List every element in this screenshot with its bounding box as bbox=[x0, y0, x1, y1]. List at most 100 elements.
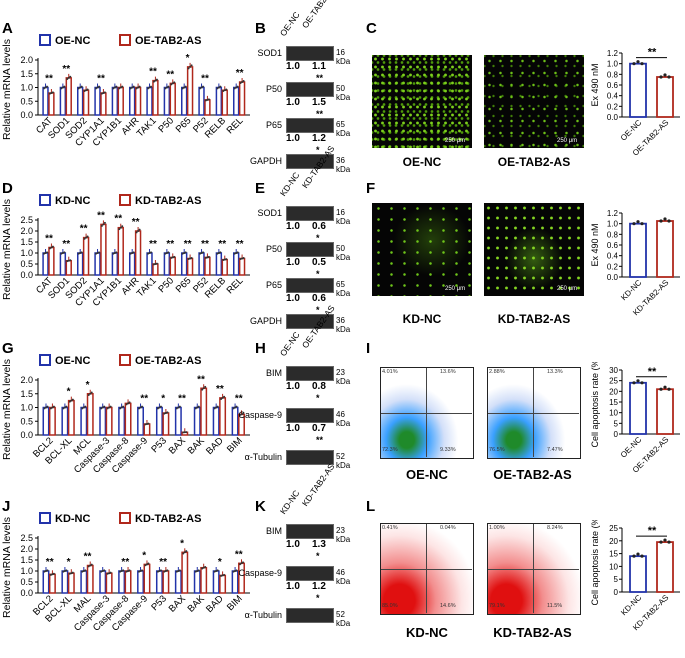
data-point bbox=[102, 223, 105, 226]
data-point bbox=[207, 255, 210, 258]
data-point bbox=[199, 87, 202, 90]
data-point bbox=[636, 60, 640, 64]
scale-bar-label: 250 μm bbox=[445, 138, 466, 144]
ex490-chart-c: Ex 490 nM0.00.20.40.60.81.01.2OE-NCOE-TA… bbox=[590, 47, 680, 158]
data-point bbox=[222, 259, 225, 262]
y-tick-label: 1.0 bbox=[20, 566, 33, 576]
bar bbox=[111, 252, 119, 276]
blot-quant: 1.0 bbox=[286, 97, 300, 108]
blot-protein-label: α-Tubulin bbox=[244, 452, 282, 462]
data-point bbox=[86, 88, 89, 91]
blot-protein-label: SOD1 bbox=[257, 48, 282, 58]
data-point bbox=[103, 405, 106, 408]
data-point bbox=[82, 406, 85, 409]
data-point bbox=[215, 570, 218, 572]
data-point bbox=[66, 77, 69, 80]
data-point bbox=[183, 551, 186, 554]
data-point bbox=[150, 251, 153, 254]
data-point bbox=[69, 75, 72, 78]
y-tick-label: 1.5 bbox=[20, 389, 33, 399]
data-point bbox=[234, 570, 237, 572]
x-tick-label: P53 bbox=[149, 435, 169, 455]
data-point bbox=[43, 407, 46, 410]
bar bbox=[137, 406, 144, 436]
data-point bbox=[46, 405, 49, 408]
data-point bbox=[109, 571, 112, 574]
data-point bbox=[239, 413, 242, 416]
western-blot-b: OE-NC OE-TAB2-AS SOD1 16 kDa 1.0 1.1 ** P50 50 k… bbox=[250, 0, 360, 180]
quadrant-percent: 11.5% bbox=[547, 603, 563, 609]
mrna-chart-d: Relative mRNA levels 0.00.51.01.52.02.5 KD… bbox=[1, 194, 250, 309]
blot-quant: 1.1 bbox=[312, 61, 326, 72]
bar bbox=[162, 412, 170, 436]
legend-swatch bbox=[119, 34, 131, 46]
data-point bbox=[242, 80, 245, 83]
quadrant-percent: 4.01% bbox=[382, 369, 398, 375]
data-point bbox=[69, 259, 72, 262]
data-point bbox=[138, 228, 141, 231]
data-point bbox=[159, 569, 162, 572]
data-point bbox=[98, 85, 101, 88]
data-point bbox=[115, 251, 118, 254]
bar bbox=[124, 402, 132, 436]
data-point bbox=[60, 87, 63, 90]
data-point bbox=[640, 62, 644, 66]
data-point bbox=[167, 251, 170, 254]
bar bbox=[212, 570, 220, 594]
data-point bbox=[135, 87, 138, 90]
data-point bbox=[135, 231, 138, 234]
data-point bbox=[200, 252, 203, 254]
data-point bbox=[659, 387, 663, 391]
bar bbox=[42, 86, 49, 116]
bar bbox=[48, 573, 56, 594]
blot-protein-label: BIM bbox=[265, 526, 282, 536]
bar bbox=[48, 406, 56, 436]
data-point bbox=[101, 406, 104, 409]
bar bbox=[204, 256, 211, 276]
panel-label-f: F bbox=[366, 180, 376, 197]
data-point bbox=[207, 98, 210, 101]
data-point bbox=[61, 252, 64, 254]
quadrant-percent: 9.33% bbox=[440, 447, 456, 453]
y-axis-label: Relative mRNA levels bbox=[1, 39, 13, 140]
data-point bbox=[120, 406, 123, 409]
data-point bbox=[129, 87, 132, 90]
data-point bbox=[233, 87, 236, 90]
data-point bbox=[194, 407, 197, 410]
data-point bbox=[240, 413, 243, 416]
blot-band bbox=[286, 242, 334, 257]
data-point bbox=[199, 252, 202, 255]
significance-marker: ** bbox=[648, 366, 657, 378]
data-point bbox=[90, 391, 93, 394]
y-tick-label: 0 bbox=[614, 588, 619, 597]
data-point bbox=[206, 98, 209, 101]
y-tick-label: 2.0 bbox=[20, 226, 33, 236]
data-point bbox=[82, 570, 85, 572]
flow-caption-kd-tab2-as: KD-TAB2-AS bbox=[493, 625, 572, 640]
data-point bbox=[204, 99, 207, 102]
bar bbox=[61, 406, 69, 436]
data-point bbox=[95, 87, 98, 90]
significance-marker: * bbox=[142, 550, 146, 561]
data-point bbox=[119, 407, 122, 410]
data-point bbox=[67, 259, 70, 262]
data-point bbox=[100, 92, 103, 95]
significance-marker: ** bbox=[159, 557, 167, 568]
data-point bbox=[44, 86, 47, 89]
blot-protein-label: Caspase-9 bbox=[238, 410, 282, 420]
significance-marker: * bbox=[218, 557, 222, 568]
data-point bbox=[197, 569, 200, 572]
y-tick-label: 2.5 bbox=[20, 533, 33, 543]
bar bbox=[76, 86, 84, 116]
bar bbox=[200, 387, 208, 436]
data-point bbox=[154, 79, 157, 82]
bar bbox=[186, 66, 194, 116]
data-point bbox=[165, 86, 168, 89]
y-tick-label: 0.0 bbox=[20, 110, 33, 120]
data-point bbox=[202, 387, 205, 390]
bar bbox=[99, 406, 107, 436]
legend-swatch bbox=[39, 34, 51, 46]
data-point bbox=[204, 565, 207, 568]
bar bbox=[169, 256, 176, 276]
significance-marker: ** bbox=[648, 525, 657, 537]
